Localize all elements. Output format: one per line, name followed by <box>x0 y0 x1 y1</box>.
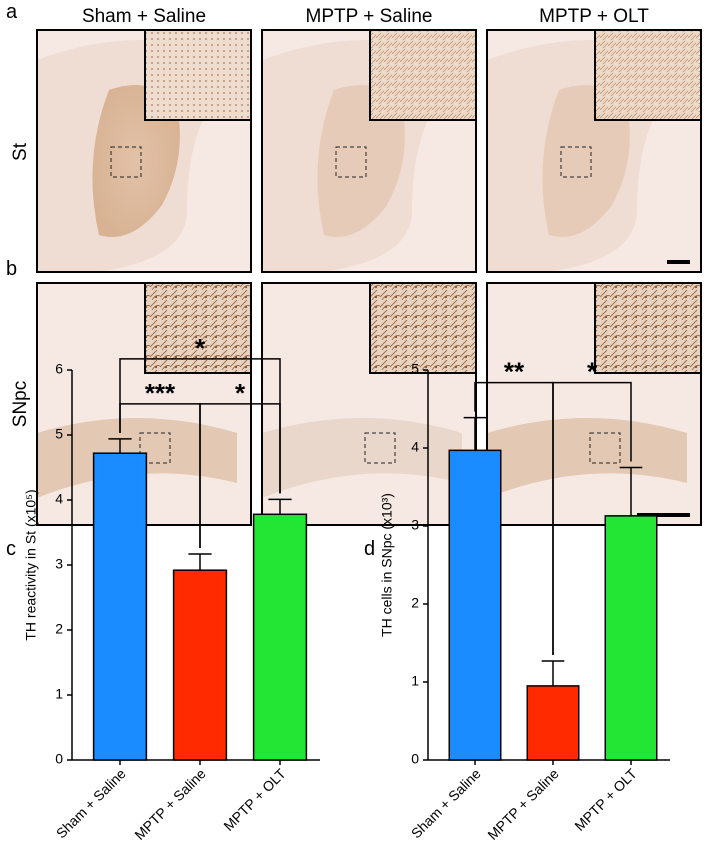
bar <box>252 513 308 761</box>
bar <box>92 452 148 761</box>
panel-label: a <box>6 1 18 23</box>
y-tick-label: 6 <box>55 361 63 377</box>
x-tick-label: MPTP + Saline <box>131 765 209 843</box>
y-tick-label: 3 <box>411 517 419 533</box>
y-tick-label: 5 <box>411 361 419 377</box>
inset <box>144 29 252 121</box>
inset <box>369 29 477 121</box>
y-tick-label: 2 <box>55 621 63 637</box>
bar <box>526 685 580 761</box>
y-tick-label: 1 <box>55 686 63 702</box>
inset <box>594 29 702 121</box>
roi-box <box>589 432 621 464</box>
x-tick-label: MPTP + OLT <box>220 765 289 834</box>
x-tick-label: Sham + Saline <box>408 765 484 841</box>
y-tick-label: 2 <box>411 595 419 611</box>
panel-border <box>486 282 702 526</box>
y-tick-label: 4 <box>55 491 63 507</box>
striatum <box>317 85 405 237</box>
significance-label: ** <box>504 357 525 387</box>
roi-box <box>560 146 592 178</box>
significance-bracket <box>199 403 281 548</box>
y-tick-label: 5 <box>55 426 63 442</box>
y-tick-label: 0 <box>411 751 419 767</box>
bar <box>604 515 658 761</box>
panel-border <box>36 29 252 273</box>
roi-box <box>110 146 142 178</box>
y-tick-label: 0 <box>55 751 63 767</box>
y-axis-title: TH reactivity in St (x10⁵) <box>23 489 39 640</box>
significance-label: * <box>587 357 598 387</box>
significance-label: * <box>195 333 206 363</box>
roi-box <box>139 432 171 464</box>
bar <box>448 449 502 761</box>
significance-bracket <box>552 381 632 655</box>
y-axis-title: TH cells in SNpc (x10³) <box>379 493 395 637</box>
bar <box>172 569 228 761</box>
significance-label: * <box>235 378 246 408</box>
striatum <box>542 85 630 237</box>
inset <box>369 282 477 374</box>
panel-border <box>261 29 477 273</box>
column-title: Sham + Saline <box>82 6 206 27</box>
row-label: SNpc <box>10 381 31 427</box>
inset <box>144 282 252 374</box>
column-title: MPTP + OLT <box>539 6 649 27</box>
snpc-band <box>262 418 462 498</box>
panel-label: b <box>6 258 17 280</box>
roi-box <box>364 432 396 464</box>
x-tick-label: MPTP + Saline <box>484 765 562 843</box>
y-tick-label: 1 <box>411 673 419 689</box>
x-tick-label: Sham + Saline <box>53 765 129 841</box>
y-tick-label: 4 <box>411 439 419 455</box>
panel-label: d <box>364 538 375 560</box>
inset <box>594 282 702 374</box>
roi-box <box>335 146 367 178</box>
micrographs <box>36 29 702 526</box>
panel-label: c <box>6 538 16 560</box>
column-title: MPTP + Saline <box>306 6 433 27</box>
row-label: St <box>10 142 31 161</box>
y-tick-label: 3 <box>55 556 63 572</box>
panel-border <box>486 29 702 273</box>
striatum <box>92 85 180 237</box>
snpc-band <box>487 418 687 498</box>
x-tick-label: MPTP + OLT <box>571 765 640 834</box>
significance-label: *** <box>145 378 176 408</box>
